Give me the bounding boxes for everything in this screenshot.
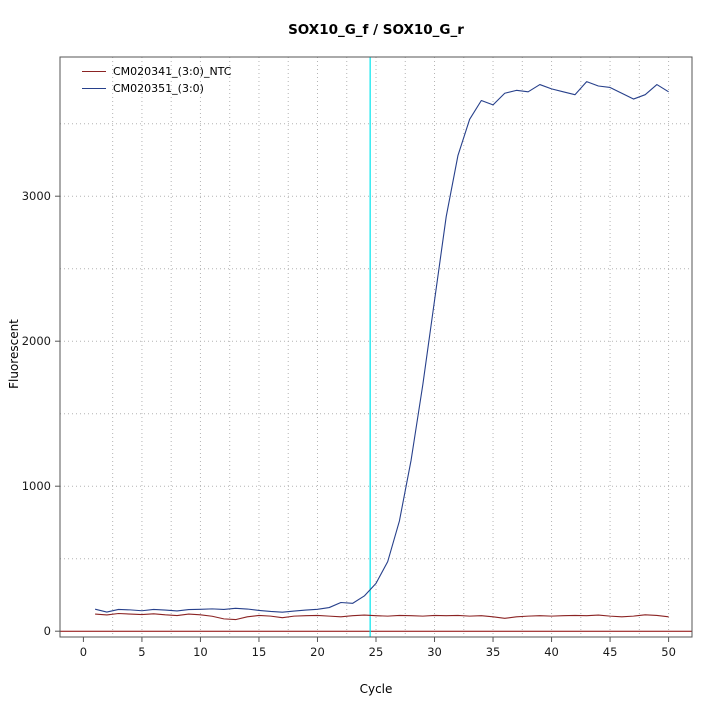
legend-label-sample: CM020351_(3:0) — [113, 81, 204, 95]
y-tick-label: 1000 — [22, 479, 51, 493]
x-tick-label: 45 — [603, 645, 618, 659]
legend-line-swatch-sample — [82, 87, 106, 89]
x-axis-label: Cycle — [359, 682, 393, 696]
chart-title: SOX10_G_f / SOX10_G_r — [288, 22, 464, 38]
legend: CM020341_(3:0)_NTC CM020351_(3:0) — [82, 64, 231, 95]
legend-line-swatch-ntc — [82, 70, 106, 72]
x-tick-label: 5 — [138, 645, 145, 659]
x-tick-label: 25 — [369, 645, 384, 659]
x-tick-label: 20 — [310, 645, 325, 659]
x-tick-label: 35 — [486, 645, 501, 659]
x-tick-label: 40 — [544, 645, 559, 659]
legend-label-ntc: CM020341_(3:0)_NTC — [113, 64, 232, 78]
x-tick-label: 50 — [661, 645, 676, 659]
x-tick-label: 30 — [427, 645, 442, 659]
x-tick-label: 15 — [252, 645, 267, 659]
series-line-1 — [94, 81, 669, 613]
y-tick-label: 3000 — [22, 189, 51, 203]
y-tick-label: 0 — [44, 624, 51, 638]
legend-item-ntc: CM020341_(3:0)_NTC — [82, 64, 231, 78]
legend-item-sample: CM020351_(3:0) — [82, 81, 231, 95]
y-tick-label: 2000 — [22, 334, 51, 348]
series-line-0 — [95, 612, 669, 621]
x-tick-label: 0 — [80, 645, 87, 659]
x-tick-label: 10 — [193, 645, 208, 659]
